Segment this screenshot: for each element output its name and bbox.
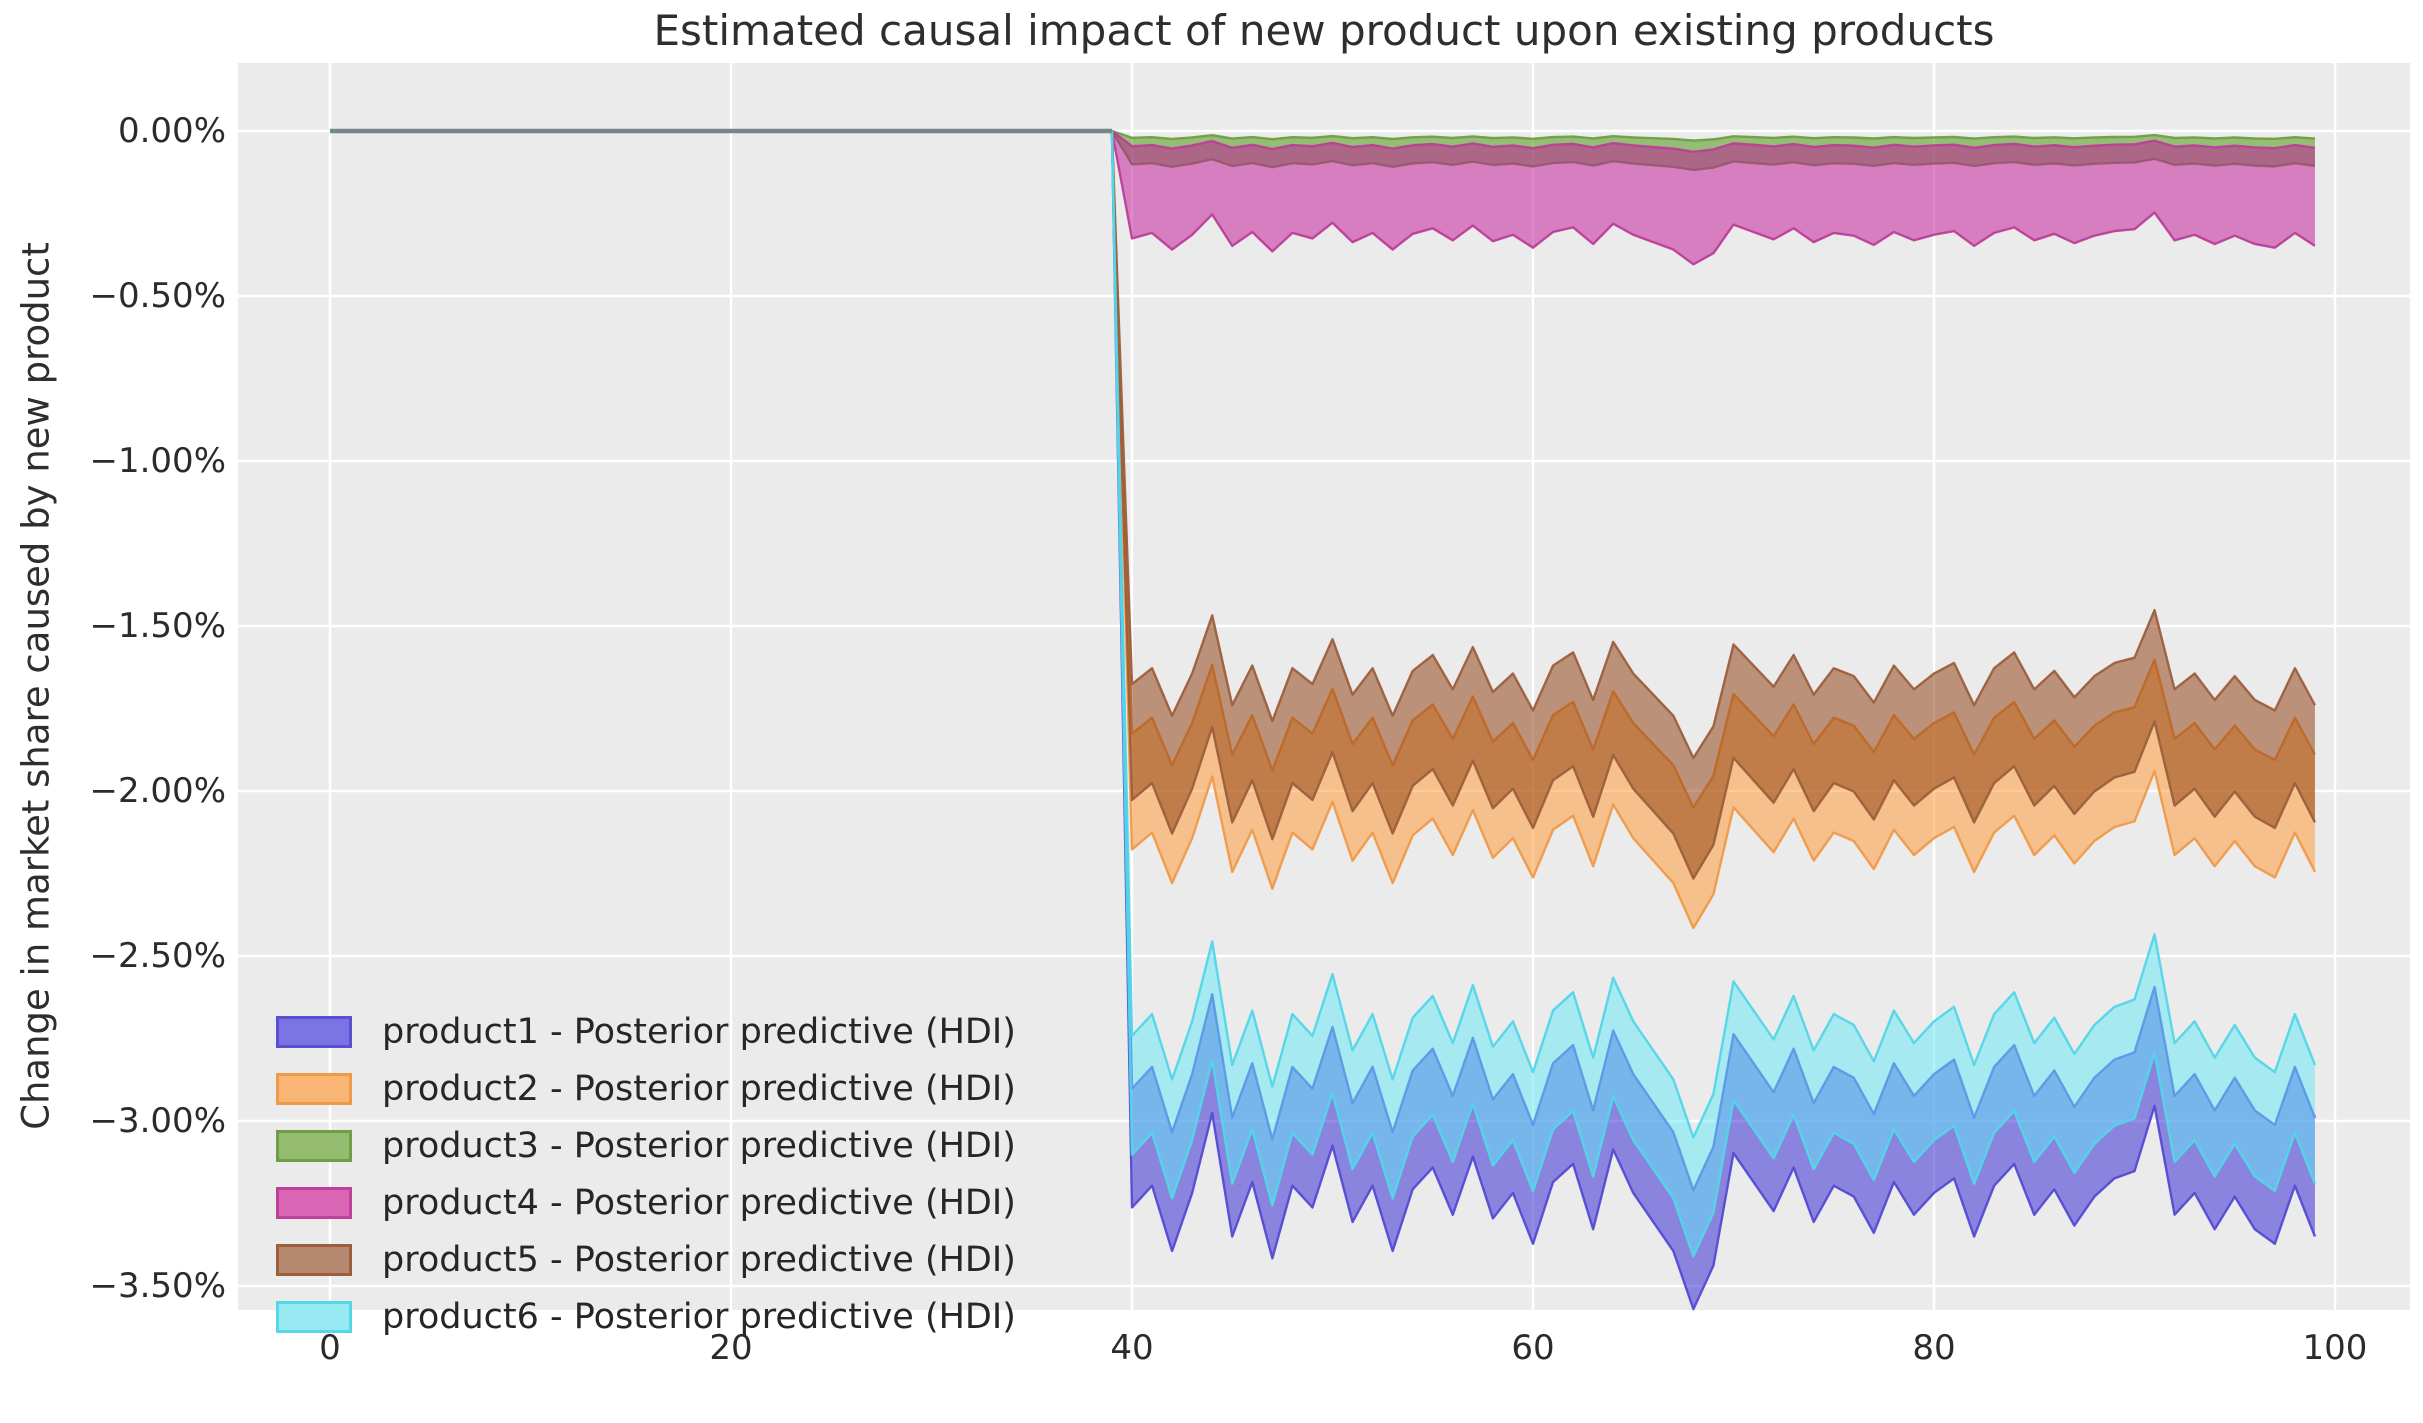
hdi-edge-lower-product6: [1110, 130, 2317, 1258]
hdi-band-product5: [1111, 131, 2315, 879]
y-tick-label-6: −3.00%: [89, 1101, 227, 1141]
hdi-edge-lower-product5: [1110, 130, 2317, 880]
legend-label-product4: product4 - Posterior predictive (HDI): [382, 1182, 1016, 1223]
hdi-edge-upper-product5: [1110, 130, 2317, 760]
legend-label-product6: product6 - Posterior predictive (HDI): [382, 1296, 1016, 1337]
legend-item-product1: product1 - Posterior predictive (HDI): [276, 1003, 1016, 1060]
y-tick-label-5: −2.50%: [89, 936, 227, 976]
x-tick-label-60: 60: [1511, 1328, 1555, 1368]
legend-swatch-product4: [276, 1186, 352, 1219]
y-tick-label-7: −3.50%: [89, 1266, 227, 1306]
x-tick-label-0: 0: [319, 1328, 341, 1368]
x-tick-label-40: 40: [1110, 1328, 1154, 1368]
legend-swatch-product2: [276, 1072, 352, 1105]
legend: product1 - Posterior predictive (HDI) pro…: [276, 1003, 1016, 1345]
hdi-edge-lower-product4: [1110, 130, 2316, 266]
legend-swatch-product5: [276, 1243, 352, 1276]
hdi-edge-lower-product1: [1110, 130, 2317, 1311]
chart-title: Estimated causal impact of new product u…: [653, 6, 1995, 55]
legend-item-product2: product2 - Posterior predictive (HDI): [276, 1060, 1016, 1117]
hdi-band-product4: [1111, 131, 2315, 265]
legend-item-product4: product4 - Posterior predictive (HDI): [276, 1174, 1016, 1231]
y-tick-label-0: 0.00%: [117, 111, 226, 151]
legend-swatch-product3: [276, 1129, 352, 1162]
hdi-band-product1: [1111, 131, 2315, 1310]
legend-label-product3: product3 - Posterior predictive (HDI): [382, 1125, 1016, 1166]
y-tick-label-4: −2.00%: [89, 771, 227, 811]
legend-item-product5: product5 - Posterior predictive (HDI): [276, 1231, 1016, 1288]
x-tick-label-80: 80: [1912, 1328, 1956, 1368]
y-tick-label-1: −0.50%: [89, 276, 227, 316]
x-tick-label-20: 20: [709, 1328, 753, 1368]
hdi-edge-upper-product4: [1111, 130, 2316, 153]
legend-swatch-product6: [276, 1300, 352, 1333]
legend-item-product6: product6 - Posterior predictive (HDI): [276, 1288, 1016, 1345]
legend-label-product2: product2 - Posterior predictive (HDI): [382, 1068, 1016, 1109]
legend-swatch-product1: [276, 1015, 352, 1048]
y-tick-label-3: −1.50%: [89, 606, 227, 646]
y-tick-label-2: −1.00%: [89, 441, 227, 481]
hdi-edge-lower-product2: [1110, 130, 2317, 930]
hdi-band-product6: [1111, 131, 2315, 1257]
hdi-edge-upper-product6: [1110, 130, 2317, 1139]
legend-item-product3: product3 - Posterior predictive (HDI): [276, 1117, 1016, 1174]
y-axis-label: Change in market share caused by new pro…: [14, 242, 58, 1130]
legend-label-product5: product5 - Posterior predictive (HDI): [382, 1239, 1016, 1280]
legend-label-product1: product1 - Posterior predictive (HDI): [382, 1011, 1016, 1052]
x-tick-label-100: 100: [2302, 1328, 2368, 1368]
hdi-edge-upper-product3: [1111, 129, 2316, 142]
